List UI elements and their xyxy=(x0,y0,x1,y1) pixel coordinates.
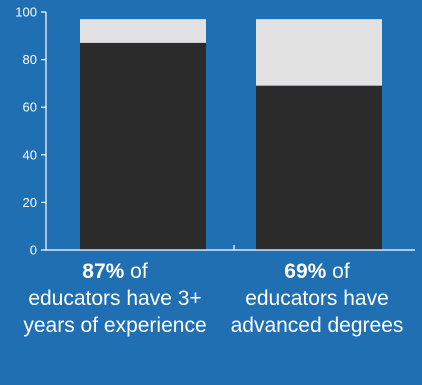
caption-of-degrees: of xyxy=(326,260,350,283)
y-tick-label: 100 xyxy=(15,5,37,20)
caption-degrees: 69% of educators have advanced degrees xyxy=(222,258,412,339)
caption-of-experience: of xyxy=(124,260,148,283)
y-tick-label: 80 xyxy=(23,52,37,67)
y-tick-label: 0 xyxy=(30,243,37,258)
caption-percent-degrees: 69% xyxy=(284,260,327,283)
bar-remainder-0 xyxy=(80,19,206,43)
caption-text-degrees: educators have advanced degrees xyxy=(230,287,404,337)
bar-value-0 xyxy=(80,42,206,250)
y-tick-label: 60 xyxy=(23,100,37,115)
y-axis: 0 20 40 60 80 100 xyxy=(15,5,47,258)
bars xyxy=(80,19,382,250)
y-tick-label: 20 xyxy=(23,195,37,210)
caption-experience: 87% of educators have 3+ years of experi… xyxy=(20,258,210,339)
caption-percent-experience: 87% xyxy=(82,260,125,283)
bar-value-1 xyxy=(256,85,382,250)
y-tick-label: 40 xyxy=(23,147,37,162)
stacked-bar-chart: 0 20 40 60 80 100 xyxy=(15,5,415,258)
bar-remainder-1 xyxy=(256,19,382,86)
caption-text-experience: educators have 3+ years of experience xyxy=(23,287,207,337)
